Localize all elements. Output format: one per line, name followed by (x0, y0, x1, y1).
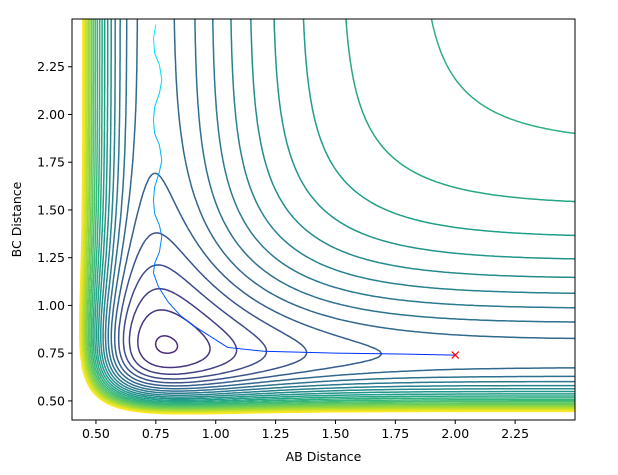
trajectory-segment (158, 144, 163, 161)
contour-level (110, 19, 575, 390)
x-tick-label: 1.00 (202, 426, 230, 441)
x-axis-label: AB Distance (286, 449, 362, 464)
trajectory-segment (179, 314, 193, 325)
y-tick-label: 0.50 (37, 393, 65, 408)
contour-level (87, 19, 575, 408)
x-marker (451, 351, 460, 360)
trajectory-segment (158, 64, 163, 81)
contour-level (82, 19, 575, 412)
contour-level (86, 19, 575, 409)
trajectory-segment (227, 346, 264, 352)
contour-level (154, 335, 179, 355)
x-tick-label: 1.50 (322, 426, 350, 441)
contour-level (83, 19, 575, 411)
trajectory-segment (203, 331, 216, 341)
contour-lines (79, 19, 575, 415)
trajectory-segment (263, 350, 336, 354)
contour-level (89, 19, 575, 407)
trajectory-segment (215, 339, 228, 348)
x-tick-label: 1.25 (262, 426, 290, 441)
contour-level (84, 19, 575, 410)
trajectory-segment (158, 236, 163, 253)
contour-level (107, 19, 575, 392)
trajectory-line (152, 24, 456, 356)
trajectory-segment (335, 352, 408, 355)
contour-level (100, 19, 575, 398)
trajectory-segment (152, 263, 156, 274)
contour-level (104, 19, 575, 395)
contour-level (79, 19, 575, 415)
contour-level (81, 19, 575, 413)
y-tick-label: 0.75 (37, 346, 65, 361)
contour-level (94, 19, 575, 403)
plot-frame (71, 18, 576, 421)
trajectory-segment (154, 251, 160, 264)
x-tick-label: 2.00 (441, 426, 469, 441)
trajectory-segment (152, 24, 157, 39)
x-ticks: 0.50 0.75 1.00 1.25 1.50 1.75 2.00 2.25 (82, 420, 529, 441)
trajectory-segment (154, 53, 160, 66)
trajectory-segment (157, 286, 169, 302)
trajectory-segment (152, 38, 156, 54)
trajectory-segment (154, 133, 160, 146)
contour-level (113, 172, 383, 387)
trajectory-segment (152, 186, 156, 201)
y-tick-label: 1.25 (37, 250, 65, 265)
trajectory-segment (158, 80, 163, 94)
y-tick-label: 1.75 (37, 155, 65, 170)
contour-level (92, 19, 575, 404)
y-tick-label: 2.00 (37, 107, 65, 122)
contour-level (128, 288, 238, 376)
y-axis-label: BC Distance (9, 181, 24, 257)
contour-level (117, 232, 308, 384)
trajectory-segment (407, 353, 456, 356)
contour-level (80, 19, 575, 414)
y-tick-label: 1.50 (37, 202, 65, 217)
y-ticks: 0.50 0.75 1.00 1.25 1.50 1.75 2.00 2.25 (37, 59, 72, 408)
contour-level (97, 19, 575, 400)
trajectory-segment (191, 324, 205, 333)
contour-level (90, 19, 575, 406)
trajectory-segment (167, 301, 181, 316)
contour-level (122, 264, 268, 380)
x-tick-label: 1.75 (381, 426, 409, 441)
y-tick-label: 1.00 (37, 298, 65, 313)
trajectory-segment (152, 120, 156, 134)
trajectory-segment (158, 225, 163, 237)
trajectory-segment (152, 200, 156, 214)
y-tick-label: 2.25 (37, 59, 65, 74)
trajectory-segment (158, 160, 163, 172)
x-tick-label: 0.50 (82, 426, 110, 441)
contour-level (102, 19, 575, 396)
x-tick-label: 2.25 (501, 426, 529, 441)
trajectory-segment (154, 213, 160, 226)
contour-level (95, 19, 575, 402)
trajectory-segment (152, 106, 156, 121)
x-tick-label: 0.75 (142, 426, 170, 441)
trajectory-segment (154, 93, 160, 108)
trajectory-segment (154, 171, 160, 188)
start-marker (451, 351, 460, 360)
trajectory-segment (152, 272, 159, 287)
